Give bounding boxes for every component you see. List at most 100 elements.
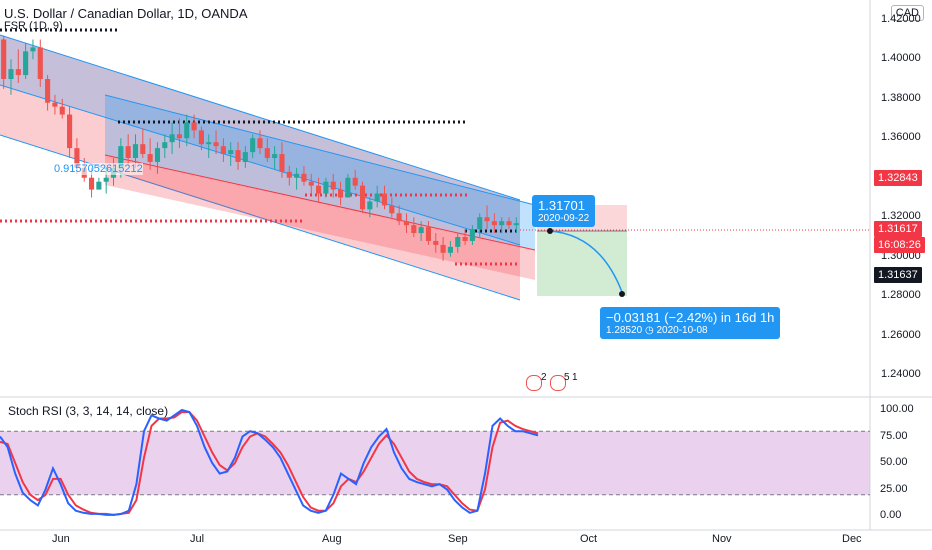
candle-body (506, 221, 512, 226)
candle-body (455, 237, 461, 247)
time-tick-label: Jul (190, 533, 205, 545)
stoch-rsi-pane (0, 408, 870, 516)
stoch-rsi-title[interactable]: Stoch RSI (3, 3, 14, 14, close) (8, 404, 169, 418)
candle-body (308, 181, 314, 186)
candle-body (396, 213, 402, 222)
candle-body (345, 177, 351, 198)
price-tick-label: 1.36000 (881, 131, 921, 144)
channel-mid-line (0, 84, 521, 246)
inner-upper-line (104, 94, 536, 206)
candle-body (1, 39, 7, 79)
candle-body (169, 134, 175, 143)
candle-body (52, 102, 58, 107)
candle-body (294, 173, 300, 178)
candle-body (403, 221, 410, 226)
candle-body (389, 205, 395, 214)
low-price-tag: 1.31637 (874, 267, 922, 283)
currency-badge[interactable]: CAD (890, 5, 924, 21)
candle-body (425, 227, 432, 241)
channel-lower-line (0, 134, 521, 301)
candle-body (140, 144, 146, 155)
candle-body (67, 114, 73, 149)
candle-body (132, 144, 139, 158)
forecast-curve (549, 230, 623, 293)
price-tick-label: 1.38000 (881, 91, 921, 104)
candle-body (316, 185, 322, 194)
price-tick-label: 1.28000 (881, 289, 921, 302)
candle-body (198, 130, 204, 145)
price-tick-label: 1.26000 (881, 328, 921, 341)
price-tick-label: 1.32000 (881, 210, 921, 223)
candle-body (440, 244, 446, 253)
candle-body (418, 227, 424, 234)
entry-point (547, 228, 553, 234)
candle-body (118, 146, 124, 168)
candle-body (323, 181, 329, 194)
candle-body (74, 148, 80, 168)
countdown-tag: 16:08:26 (874, 237, 925, 253)
time-tick-label: Sep (448, 533, 468, 545)
candle-body (433, 240, 439, 245)
candle-body (491, 221, 497, 226)
candle-body (213, 142, 219, 147)
event-count-a: 2 (541, 372, 547, 383)
entry-price: 1.31701 (538, 198, 585, 213)
stoch-tick-label: 100.00 (880, 403, 914, 415)
candle-body (30, 47, 36, 52)
target-date: 2020-10-08 (656, 325, 708, 336)
candle-body (447, 246, 453, 253)
candle-body (220, 146, 226, 155)
time-tick-label: Dec (842, 533, 862, 545)
candle-body (367, 201, 373, 210)
candle-body (176, 134, 182, 139)
candle-body (301, 173, 307, 182)
candle-body (45, 79, 51, 103)
stoch-d-line (0, 411, 539, 516)
inner-red-channel (105, 155, 535, 280)
candle-body (330, 181, 336, 190)
candle-body (8, 69, 14, 79)
economic-events[interactable]: 2 5 1 (526, 372, 578, 392)
candle-body (477, 217, 483, 230)
candle-body (286, 171, 292, 178)
target-price: 1.28520 (606, 325, 643, 336)
time-tick-label: Aug (322, 533, 342, 545)
candle-body (191, 122, 197, 131)
symbol-title[interactable]: U.S. Dollar / Canadian Dollar, 1D, OANDA (4, 6, 248, 21)
target-tooltip[interactable]: −0.03181 (−2.42%) in 16d 1h 1.28520 ◷ 20… (600, 307, 781, 339)
candlestick-series (1, 35, 519, 261)
entry-tooltip[interactable]: 1.31701 2020-09-22 (532, 195, 596, 227)
fib-ratio-label[interactable]: 0.9157052615212 (54, 163, 143, 175)
last-price-tag: 1.31617 (874, 221, 922, 237)
candle-body (469, 229, 475, 241)
target-change: −0.03181 (−2.42%) in 16d 1h (606, 310, 775, 325)
candle-body (103, 177, 109, 182)
target-point (619, 291, 625, 297)
event-count-c: 1 (572, 372, 578, 383)
us-flag-icon[interactable] (526, 375, 542, 391)
candle-body (257, 138, 263, 149)
inner-blue-channel (105, 95, 535, 250)
target-zone (537, 231, 627, 296)
candle-body (235, 150, 241, 162)
candle-body (359, 185, 366, 210)
candle-body (264, 148, 270, 158)
candle-body (484, 217, 490, 222)
candle-body (23, 51, 29, 76)
price-tick-label: 1.42000 (881, 12, 921, 25)
time-tick-label: Jun (52, 533, 70, 545)
ca-flag-icon[interactable] (550, 375, 566, 391)
candle-body (88, 177, 95, 190)
candle-body (162, 142, 168, 149)
stoch-tick-label: 75.00 (880, 429, 908, 442)
indicator-label[interactable]: FSR (1D, 9) (4, 20, 63, 32)
candle-body (96, 181, 102, 190)
candle-body (154, 148, 161, 162)
price-tick-label: 1.40000 (881, 52, 921, 65)
candle-body (411, 225, 417, 234)
clock-icon: ◷ (644, 325, 654, 336)
candle-body (338, 189, 344, 198)
candle-body (250, 138, 256, 153)
candle-body (184, 122, 190, 139)
